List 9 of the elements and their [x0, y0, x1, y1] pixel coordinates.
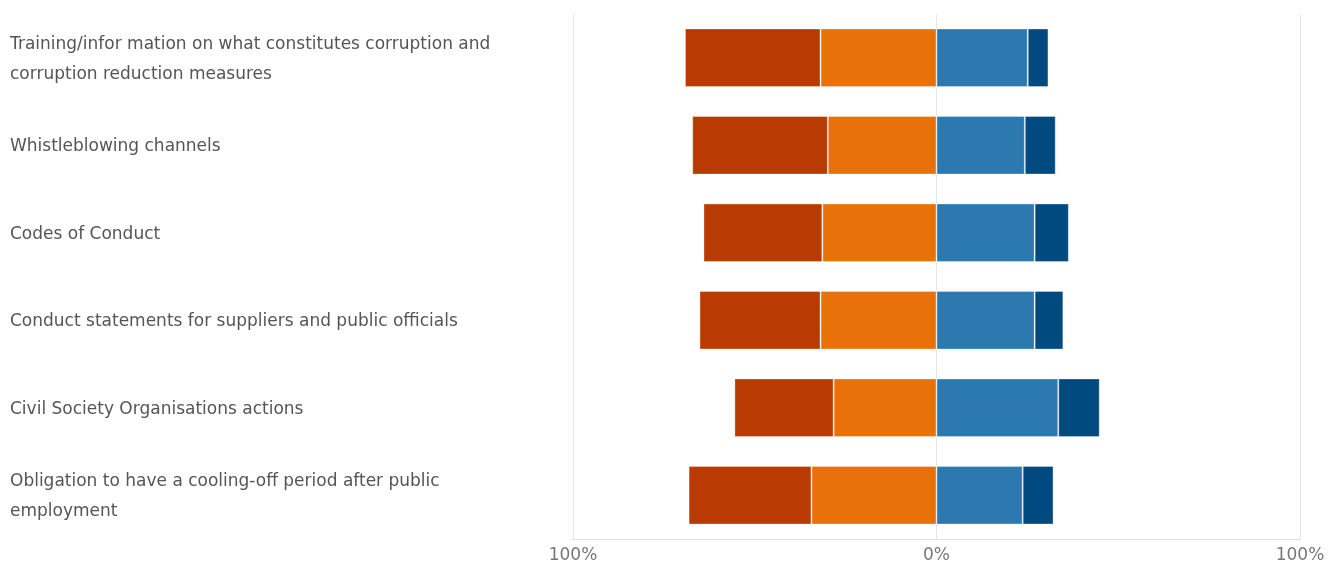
- x-tick-label: 100%: [548, 543, 598, 562]
- x-tick-label: 0%: [923, 543, 950, 562]
- x-tick-label: 100%: [1275, 543, 1325, 562]
- y-tick-label: Whistleblowing channels: [10, 135, 221, 156]
- y-tick-label: Civil Society Organisations actions: [10, 397, 304, 418]
- y-tick-label: Conduct statements for suppliers and public officials: [10, 310, 458, 331]
- y-tick-label: Training/infor mation on what constitutes corruption and corruption reduction measures: [9, 32, 496, 83]
- y-tick-label: Codes of Conduct: [10, 222, 161, 243]
- y-tick-label: Obligation to have a cooling-off period after public employment: [10, 470, 446, 521]
